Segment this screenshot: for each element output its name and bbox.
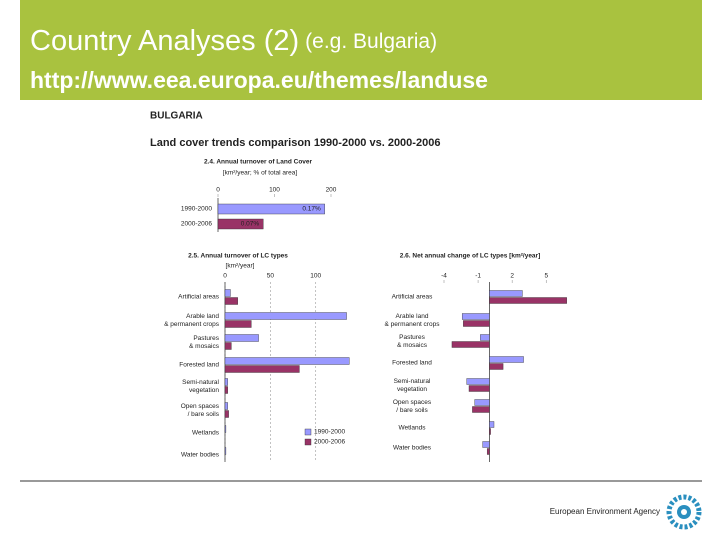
x-tick-label: 100: [310, 273, 321, 280]
bar: [463, 320, 490, 327]
x-tick-label: -1: [475, 273, 481, 280]
bar: [224, 410, 229, 418]
legend-label: 1990-2000: [314, 429, 345, 436]
bar: [451, 341, 490, 348]
category-label: 2000-2006: [181, 221, 212, 228]
bar: [489, 363, 504, 370]
category-label: Arable land & permanent crops: [164, 313, 220, 328]
category-label: Semi-natural vegetation: [182, 379, 219, 394]
eea-logo: [666, 494, 702, 530]
bar: [224, 386, 228, 394]
bar: [474, 399, 490, 406]
category-label: Semi-natural vegetation: [394, 378, 431, 393]
bar: [489, 297, 567, 304]
title-main: Country Analyses (2): [30, 25, 299, 57]
bar: [224, 402, 228, 410]
bar: [472, 406, 490, 413]
category-label: Artificial areas: [392, 294, 434, 301]
bar: [486, 448, 490, 455]
category-label: Arable land & permanent crops: [385, 313, 441, 328]
category-label: 1990-2000: [181, 206, 212, 213]
bar: [224, 447, 227, 455]
bar-annotation: 0.07%: [241, 221, 260, 228]
x-tick-label: 0: [223, 273, 227, 280]
chart-subtitle: [km²/year]: [226, 263, 255, 270]
bar: [489, 421, 495, 428]
bar-annotation: 0.17%: [302, 206, 321, 213]
chart-title: 2.6. Net annual change of LC types [km²/…: [400, 253, 541, 260]
category-label: Wetlands: [192, 430, 220, 437]
x-tick-label: 5: [544, 273, 548, 280]
url: http://www.eea.europa.eu/themes/landuse: [30, 67, 488, 93]
bar: [224, 425, 227, 433]
bar: [217, 218, 264, 230]
bar: [224, 297, 238, 305]
bar: [224, 320, 252, 328]
category-label: Open spaces / bare soils: [393, 399, 432, 414]
category-label: Water bodies: [393, 445, 432, 452]
x-tick-label: 200: [326, 187, 337, 194]
bar: [224, 289, 231, 297]
x-tick-label: 2: [510, 273, 514, 280]
category-label: Artificial areas: [178, 294, 220, 301]
bar: [224, 378, 228, 386]
x-tick-label: 0: [216, 187, 220, 194]
bar: [480, 334, 490, 341]
legend-swatch: [304, 428, 312, 436]
x-tick-label: 50: [267, 273, 275, 280]
category-label: Wetlands: [399, 425, 427, 432]
bar: [224, 312, 347, 320]
category-label: Forested land: [179, 362, 219, 369]
heading: Land cover trends comparison 1990-2000 v…: [150, 137, 440, 149]
chart-title: 2.4. Annual turnover of Land Cover: [204, 159, 313, 166]
title-note: (e.g. Bulgaria): [305, 30, 437, 53]
legend-label: 2000-2006: [314, 439, 345, 446]
category-label: Pastures & mosaics: [397, 334, 428, 349]
bar: [482, 441, 490, 448]
bar: [224, 365, 300, 373]
category-label: Open spaces / bare soils: [181, 403, 220, 418]
bar: [489, 290, 523, 297]
bar: [224, 334, 259, 342]
bar: [224, 357, 350, 365]
bar: [489, 428, 491, 435]
legend-swatch: [304, 438, 312, 446]
country: BULGARIA: [150, 111, 203, 122]
x-tick-label: -4: [441, 273, 447, 280]
bar: [489, 356, 524, 363]
header-band: [20, 0, 702, 100]
chart-title: 2.5. Annual turnover of LC types: [188, 253, 288, 260]
category-label: Forested land: [392, 360, 432, 367]
bar: [224, 342, 232, 350]
footer-text: European Environment Agency: [550, 507, 660, 516]
category-label: Pastures & mosaics: [189, 335, 220, 350]
bar: [217, 203, 325, 215]
chart-subtitle: [km²/year; % of total area]: [223, 170, 298, 177]
slide-title: Country Analyses (2) (e.g. Bulgaria): [30, 25, 437, 57]
x-tick-label: 100: [269, 187, 280, 194]
bar: [461, 313, 490, 320]
bar: [466, 378, 490, 385]
category-label: Water bodies: [181, 452, 220, 459]
bar: [468, 385, 490, 392]
